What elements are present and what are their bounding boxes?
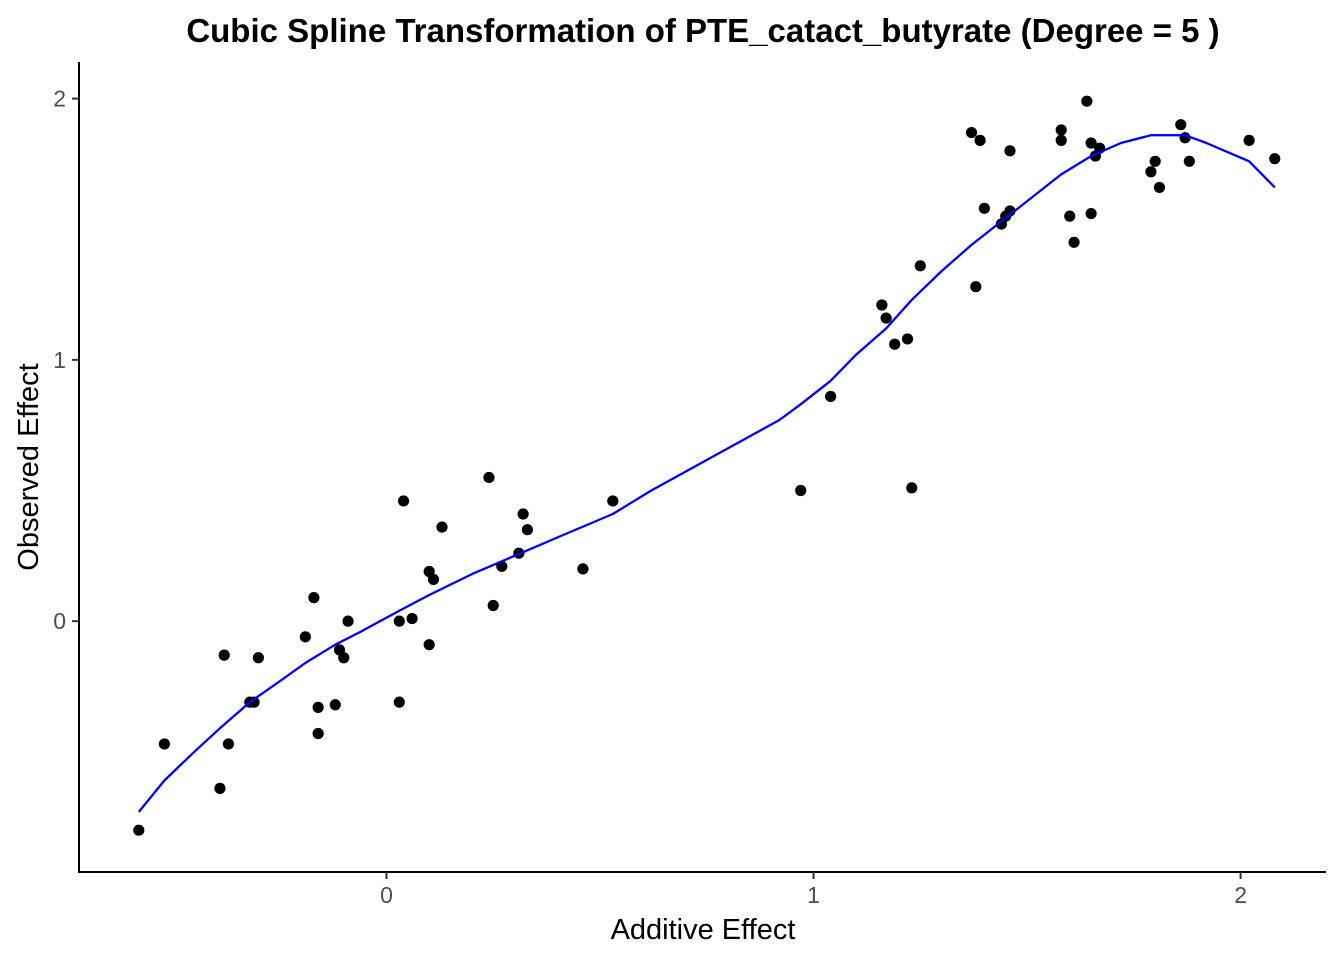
data-point	[487, 599, 499, 612]
data-point	[427, 573, 440, 585]
data-point	[393, 696, 405, 708]
data-point	[901, 333, 914, 345]
data-point	[312, 701, 324, 713]
data-point	[338, 652, 350, 664]
data-point	[423, 639, 435, 651]
data-point	[1085, 207, 1097, 220]
y-ticks: 0 1 2	[53, 86, 79, 634]
data-point	[965, 126, 978, 139]
data-point	[1145, 166, 1157, 178]
data-point	[158, 738, 171, 750]
data-point	[795, 484, 807, 497]
data-point	[1081, 95, 1093, 107]
x-tick-label: 2	[1234, 882, 1247, 908]
data-point	[876, 299, 888, 311]
data-point	[406, 612, 418, 625]
data-point	[1064, 210, 1076, 222]
data-point	[1183, 155, 1195, 167]
data-point	[517, 508, 529, 520]
data-point	[978, 202, 990, 214]
y-tick-label: 0	[53, 608, 66, 634]
data-point	[607, 495, 619, 507]
data-point	[1085, 137, 1097, 149]
data-point	[252, 652, 264, 664]
data-point	[1175, 119, 1187, 131]
plot-area: 0 1 2 0 1 2	[53, 62, 1326, 908]
data-point	[906, 482, 918, 494]
series-layer	[133, 95, 1281, 836]
data-point	[1055, 134, 1067, 146]
data-point	[483, 471, 495, 484]
data-point	[889, 338, 901, 350]
data-point	[222, 738, 235, 750]
data-point	[312, 727, 324, 740]
data-point	[397, 495, 410, 507]
data-point	[329, 699, 341, 711]
data-point	[1243, 134, 1255, 146]
data-point	[218, 649, 230, 661]
x-tick-label: 0	[380, 882, 393, 908]
data-point	[248, 696, 260, 708]
spline-fit-line	[137, 134, 1276, 813]
data-point	[1153, 181, 1166, 194]
x-axis-label: Additive Effect	[611, 914, 796, 946]
data-point	[308, 592, 320, 604]
data-point	[1149, 155, 1161, 167]
data-point	[577, 563, 589, 575]
data-point	[214, 782, 226, 794]
x-ticks: 0 1 2	[380, 872, 1247, 908]
data-point	[970, 281, 982, 293]
data-point	[133, 824, 145, 836]
data-point	[1269, 153, 1281, 165]
data-point	[393, 615, 405, 627]
data-point	[342, 615, 354, 627]
y-axis-label: Observed Effect	[13, 363, 45, 570]
data-point	[1055, 124, 1067, 136]
x-tick-label: 1	[807, 882, 820, 908]
data-point	[880, 312, 892, 324]
data-point	[1068, 236, 1080, 248]
data-point	[914, 260, 926, 272]
y-tick-label: 1	[53, 347, 66, 373]
data-point	[299, 631, 311, 643]
data-point	[974, 134, 986, 146]
y-tick-label: 2	[53, 86, 66, 112]
data-point	[521, 524, 534, 536]
data-point	[825, 390, 837, 403]
chart-title: Cubic Spline Transformation of PTE_catac…	[186, 12, 1219, 49]
data-point	[436, 521, 448, 533]
data-point	[1004, 145, 1016, 157]
